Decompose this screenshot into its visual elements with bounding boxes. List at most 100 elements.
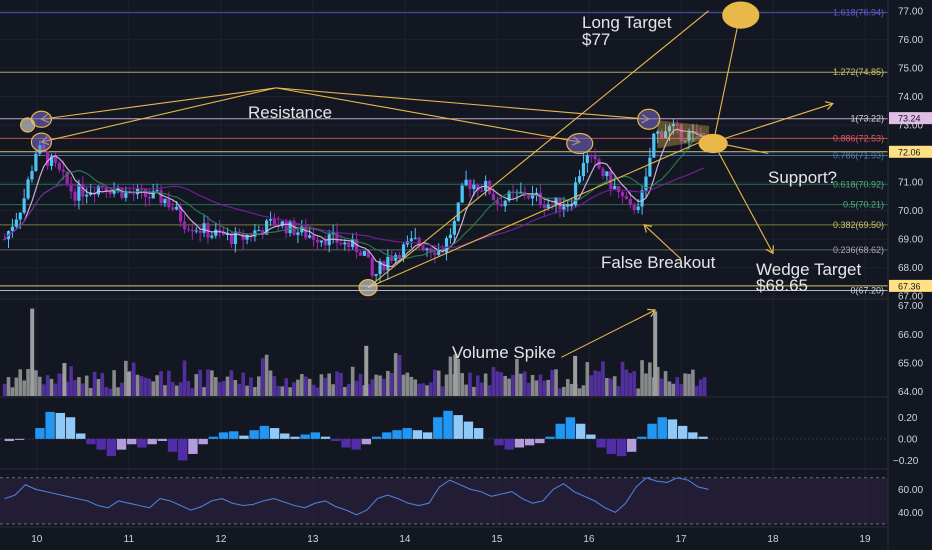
volume-bar (92, 371, 97, 396)
volume-tick-label: 67.00 (898, 301, 923, 312)
candle-body (186, 229, 191, 231)
osc-bar (14, 438, 25, 440)
candle-body (81, 184, 85, 197)
rsi-tick-label: 60.00 (898, 485, 923, 496)
volume-bar (81, 383, 85, 396)
volume-bar (88, 388, 93, 396)
candle-body (194, 230, 198, 232)
candle-body (233, 231, 237, 244)
osc-bar (218, 432, 229, 439)
osc-bar (35, 428, 45, 439)
price-tag (889, 279, 932, 292)
osc-bar (667, 419, 678, 439)
osc-tick-label: −0.20 (893, 456, 919, 467)
candle-body (69, 183, 73, 192)
candle-body (222, 231, 226, 235)
candle-body (468, 179, 472, 190)
fib-level-label: 0.886(72.53) (833, 133, 884, 143)
candle-body (573, 182, 578, 206)
candle-body (417, 237, 421, 246)
trend-line (41, 87, 277, 143)
osc-bar (269, 428, 280, 439)
osc-bar (76, 433, 86, 439)
volume-bar (315, 387, 320, 396)
candle-body (413, 237, 417, 239)
osc-bar (147, 438, 157, 445)
price-tag-label: 67.36 (898, 281, 921, 291)
osc-bar (402, 428, 412, 439)
time-tick-label: 14 (399, 534, 411, 545)
volume-bar (444, 374, 449, 396)
price-tick-label: 75.00 (898, 63, 923, 74)
osc-bar (127, 438, 137, 445)
volume-bar (565, 379, 570, 396)
volume-bar (421, 383, 425, 396)
osc-bar (167, 438, 178, 452)
time-tick-label: 13 (307, 534, 319, 545)
wedge-target-label: Wedge Target (756, 260, 861, 279)
candle-body (53, 156, 58, 163)
osc-bar (86, 438, 96, 445)
volume-bar (202, 387, 206, 396)
candle-body (171, 207, 175, 210)
volume-bar (190, 388, 195, 396)
volume-bar (77, 377, 81, 396)
candle-body (499, 204, 503, 207)
osc-bar (524, 438, 535, 446)
volume-bar (84, 375, 89, 396)
volume-bar (432, 369, 437, 396)
volume-bar (139, 376, 144, 396)
volume-bar (499, 372, 504, 396)
price-tick-label: 70.00 (898, 206, 923, 217)
volume-bar (679, 383, 683, 396)
candle-body (605, 171, 609, 177)
volume-bar (178, 382, 183, 396)
candle-body (120, 187, 124, 198)
volume-bar (225, 376, 230, 396)
candle-body (527, 195, 531, 199)
candle-body (593, 155, 597, 160)
volume-bar (323, 377, 328, 396)
volume-bar (221, 381, 226, 396)
candle-body (96, 185, 101, 195)
candle-body (398, 255, 402, 259)
candle-body (644, 176, 648, 191)
candle-body (73, 191, 77, 201)
candle-body (159, 190, 163, 204)
volume-bar (257, 376, 261, 396)
volume-bar (636, 388, 640, 396)
osc-bar (280, 433, 290, 439)
volume-bar (460, 373, 464, 396)
fib-level-label: 0(67.20) (850, 285, 884, 295)
volume-spike-label: Volume Spike (452, 343, 556, 362)
osc-bar (137, 438, 147, 448)
volume-bar (530, 374, 535, 396)
candle-body (366, 250, 370, 258)
osc-bar (555, 423, 565, 439)
volume-bar (515, 358, 519, 396)
volume-bar (10, 387, 15, 396)
price-tag-label: 05:04 (898, 138, 921, 148)
candle-body (628, 198, 632, 205)
candle-body (323, 240, 327, 246)
volume-bar (14, 377, 19, 396)
volume-bar (464, 384, 468, 396)
volume-bar (593, 370, 597, 396)
candle-body (10, 226, 15, 232)
volume-bar (2, 383, 7, 396)
volume-bar (456, 358, 461, 396)
volume-bar (491, 367, 496, 396)
volume-bar (335, 371, 339, 396)
trend-line (275, 87, 580, 143)
resistance-circle (30, 132, 53, 152)
candle-body (300, 226, 304, 233)
volume-bar (472, 386, 476, 396)
volume-bar (229, 370, 234, 396)
volume-bar (562, 386, 566, 396)
fib-level-label: 0.618(70.92) (833, 179, 884, 189)
volume-bar (612, 376, 617, 396)
volume-bar (393, 353, 398, 396)
volume-bar (73, 379, 77, 396)
candle-body (104, 187, 108, 192)
